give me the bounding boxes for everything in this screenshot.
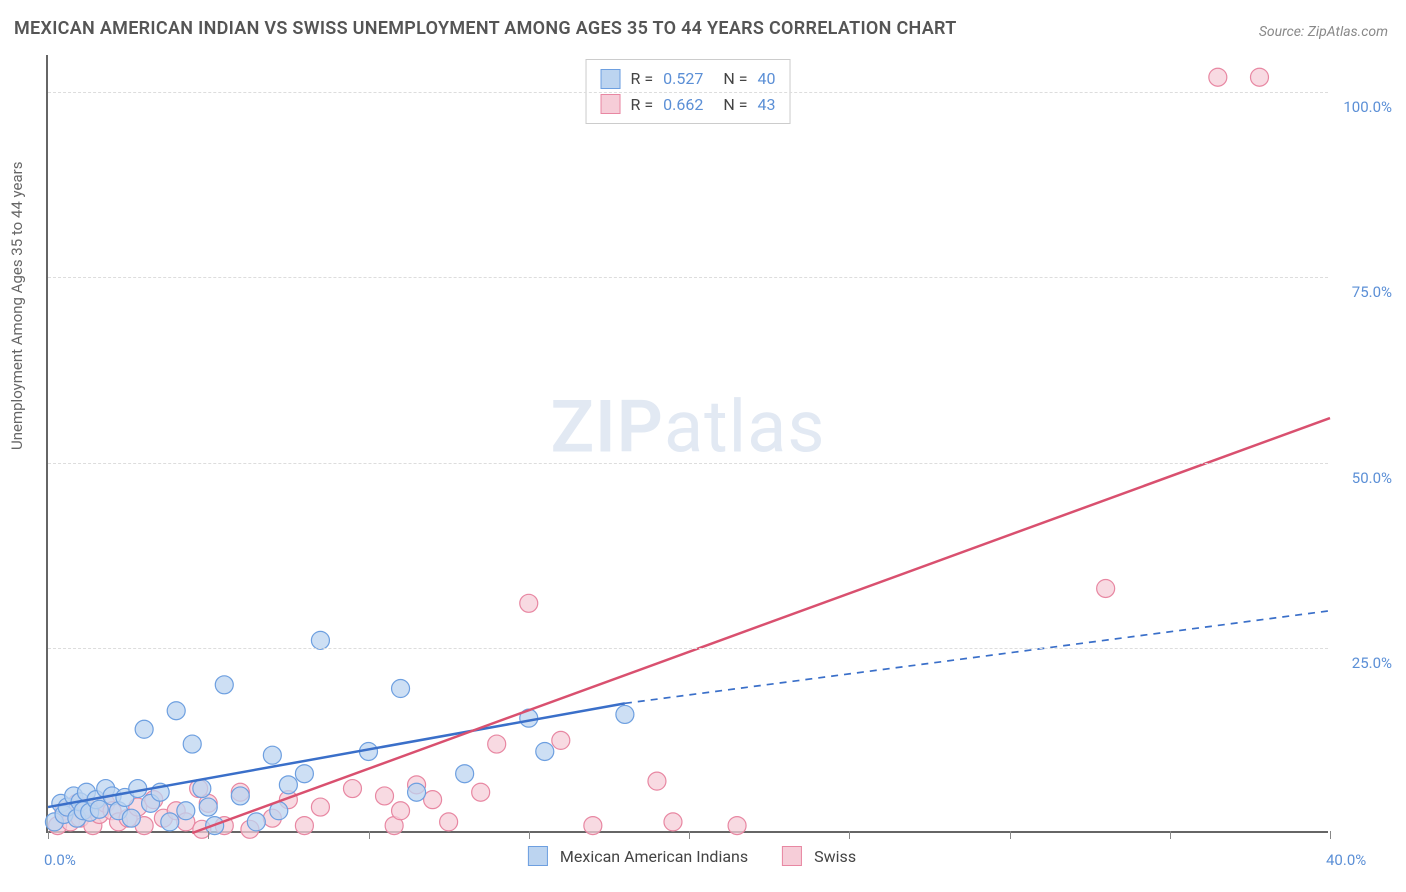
scatter-point	[183, 735, 201, 753]
scatter-point	[392, 680, 410, 698]
scatter-point	[295, 817, 313, 835]
scatter-point	[215, 676, 233, 694]
x-tick-label: 0.0%	[44, 851, 76, 869]
scatter-svg	[48, 55, 1328, 831]
legend-n-label: N =	[723, 66, 747, 92]
scatter-point	[616, 705, 634, 723]
y-axis-label: Unemployment Among Ages 35 to 44 years	[8, 162, 26, 450]
y-tick-label: 50.0%	[1352, 469, 1392, 487]
y-tick-label: 100.0%	[1343, 98, 1392, 116]
x-tick	[849, 831, 850, 839]
scatter-point	[520, 594, 538, 612]
legend-r-value: 0.527	[663, 66, 703, 92]
legend-r-label: R =	[631, 92, 654, 118]
scatter-point	[122, 809, 140, 827]
scatter-point	[664, 813, 682, 831]
scatter-point	[193, 780, 211, 798]
scatter-point	[279, 776, 297, 794]
scatter-point	[536, 742, 554, 760]
legend-r-label: R =	[631, 66, 654, 92]
gridline	[48, 277, 1328, 278]
scatter-point	[456, 765, 474, 783]
legend-swatch	[601, 69, 621, 89]
x-tick	[529, 831, 530, 839]
x-tick	[208, 831, 209, 839]
chart-title: MEXICAN AMERICAN INDIAN VS SWISS UNEMPLO…	[14, 18, 957, 39]
scatter-point	[343, 780, 361, 798]
legend-row: R = 0.662 N = 43	[601, 92, 776, 118]
scatter-point	[552, 731, 570, 749]
scatter-point	[1250, 68, 1268, 86]
scatter-point	[648, 772, 666, 790]
scatter-point	[167, 702, 185, 720]
plot-area: ZIPatlas R =0.527N =40R =0.662N =43 25.0…	[46, 55, 1328, 833]
legend-n-value: 40	[757, 66, 775, 92]
y-tick-label: 25.0%	[1352, 654, 1392, 672]
scatter-point	[424, 791, 442, 809]
scatter-point	[161, 813, 179, 831]
scatter-point	[1097, 579, 1115, 597]
scatter-point	[311, 631, 329, 649]
scatter-point	[177, 802, 195, 820]
legend-r-value: 0.662	[663, 92, 703, 118]
scatter-point	[392, 802, 410, 820]
legend-swatch	[601, 94, 621, 114]
x-tick	[1010, 831, 1011, 839]
scatter-point	[247, 813, 265, 831]
scatter-point	[295, 765, 313, 783]
gridline	[48, 92, 1328, 93]
scatter-point	[488, 735, 506, 753]
trend-line-dashed	[625, 611, 1330, 704]
scatter-point	[263, 746, 281, 764]
legend-swatch	[782, 846, 802, 866]
scatter-point	[472, 783, 490, 801]
scatter-point	[728, 817, 746, 835]
legend-row: R = 0.527 N = 40	[601, 66, 776, 92]
legend-label: Mexican American Indians	[560, 847, 748, 866]
x-tick	[689, 831, 690, 839]
legend-label: Swiss	[814, 847, 856, 866]
legend-swatch	[528, 846, 548, 866]
x-tick	[369, 831, 370, 839]
scatter-point	[376, 787, 394, 805]
legend-n-value: 43	[757, 92, 775, 118]
scatter-point	[231, 787, 249, 805]
x-tick	[48, 831, 49, 839]
scatter-point	[408, 783, 426, 801]
trend-line	[192, 418, 1330, 833]
source-attribution: Source: ZipAtlas.com	[1259, 24, 1388, 40]
gridline	[48, 463, 1328, 464]
y-tick-label: 75.0%	[1352, 283, 1392, 301]
scatter-point	[584, 817, 602, 835]
gridline	[48, 648, 1328, 649]
scatter-point	[440, 813, 458, 831]
scatter-point	[311, 798, 329, 816]
x-tick	[1330, 831, 1331, 839]
scatter-point	[199, 798, 217, 816]
scatter-point	[135, 720, 153, 738]
series-legend: Mexican American Indians Swiss	[528, 846, 878, 866]
x-tick	[1170, 831, 1171, 839]
legend-n-label: N =	[723, 92, 747, 118]
x-tick-label: 40.0%	[1326, 851, 1366, 869]
scatter-point	[1209, 68, 1227, 86]
